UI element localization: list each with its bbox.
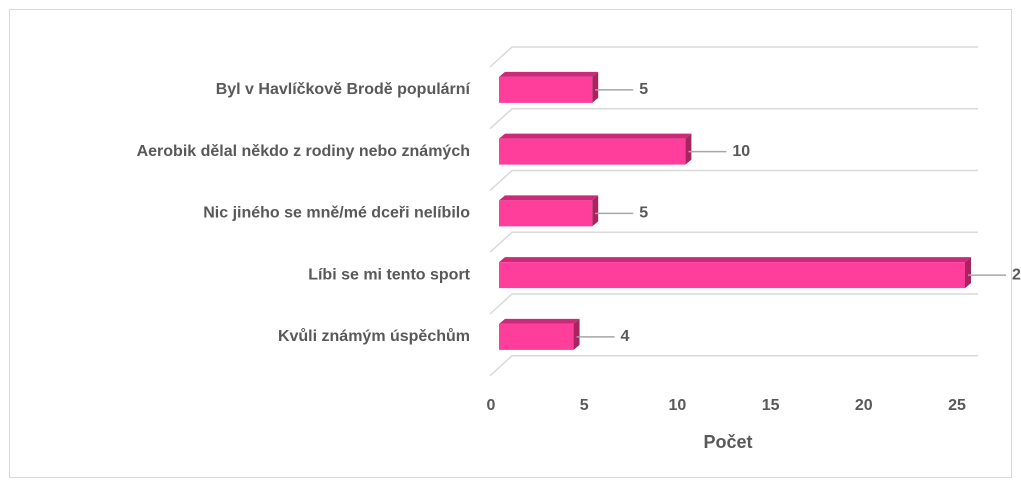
value-label: 5 <box>639 205 648 222</box>
y-tick-label: Líbi se mi tento sport <box>308 266 470 283</box>
grid-separator <box>489 231 978 253</box>
bar-top <box>499 257 971 263</box>
bar-front <box>499 323 574 350</box>
x-tick-label: 10 <box>669 397 687 414</box>
x-tick-label: 15 <box>762 397 780 414</box>
bar-top <box>499 318 580 324</box>
bar <box>499 71 599 103</box>
y-tick-label: Byl v Havlíčkově Brodě populární <box>216 81 471 98</box>
bar-side <box>573 318 580 350</box>
x-tick-label: 0 <box>487 397 496 414</box>
grid-separator <box>489 46 978 68</box>
bar-side <box>592 71 599 103</box>
value-label: 10 <box>732 143 750 160</box>
value-label: 4 <box>621 328 630 345</box>
bar <box>499 318 580 350</box>
bar-side <box>592 195 599 227</box>
bar-front <box>499 262 965 289</box>
grid-separator <box>489 355 978 377</box>
bar-side <box>685 133 692 165</box>
bar-front <box>499 138 686 165</box>
bar-top <box>499 195 599 201</box>
y-tick-label: Nic jiného se mně/mé dceři nelíbilo <box>203 205 470 222</box>
bar-top <box>499 71 599 77</box>
bar <box>499 195 599 227</box>
grid-separator <box>489 169 978 192</box>
value-label: 25 <box>1012 266 1021 283</box>
bar-side <box>965 257 971 289</box>
bar <box>499 133 692 165</box>
bar-front <box>499 76 593 103</box>
bar-top <box>499 133 692 139</box>
bar <box>499 257 971 289</box>
x-tick-label: 5 <box>580 397 589 414</box>
y-tick-label: Kvůli známým úspěchům <box>278 328 470 345</box>
bar-front <box>499 200 593 227</box>
grid-separator <box>489 293 978 315</box>
value-label: 5 <box>639 81 648 98</box>
x-tick-label: 25 <box>948 397 966 414</box>
grid-separator <box>489 108 978 130</box>
x-tick-label: 20 <box>855 397 873 414</box>
y-tick-label: Aerobik dělal někdo z rodiny nebo známýc… <box>137 143 470 160</box>
x-axis-title: Počet <box>703 432 752 452</box>
